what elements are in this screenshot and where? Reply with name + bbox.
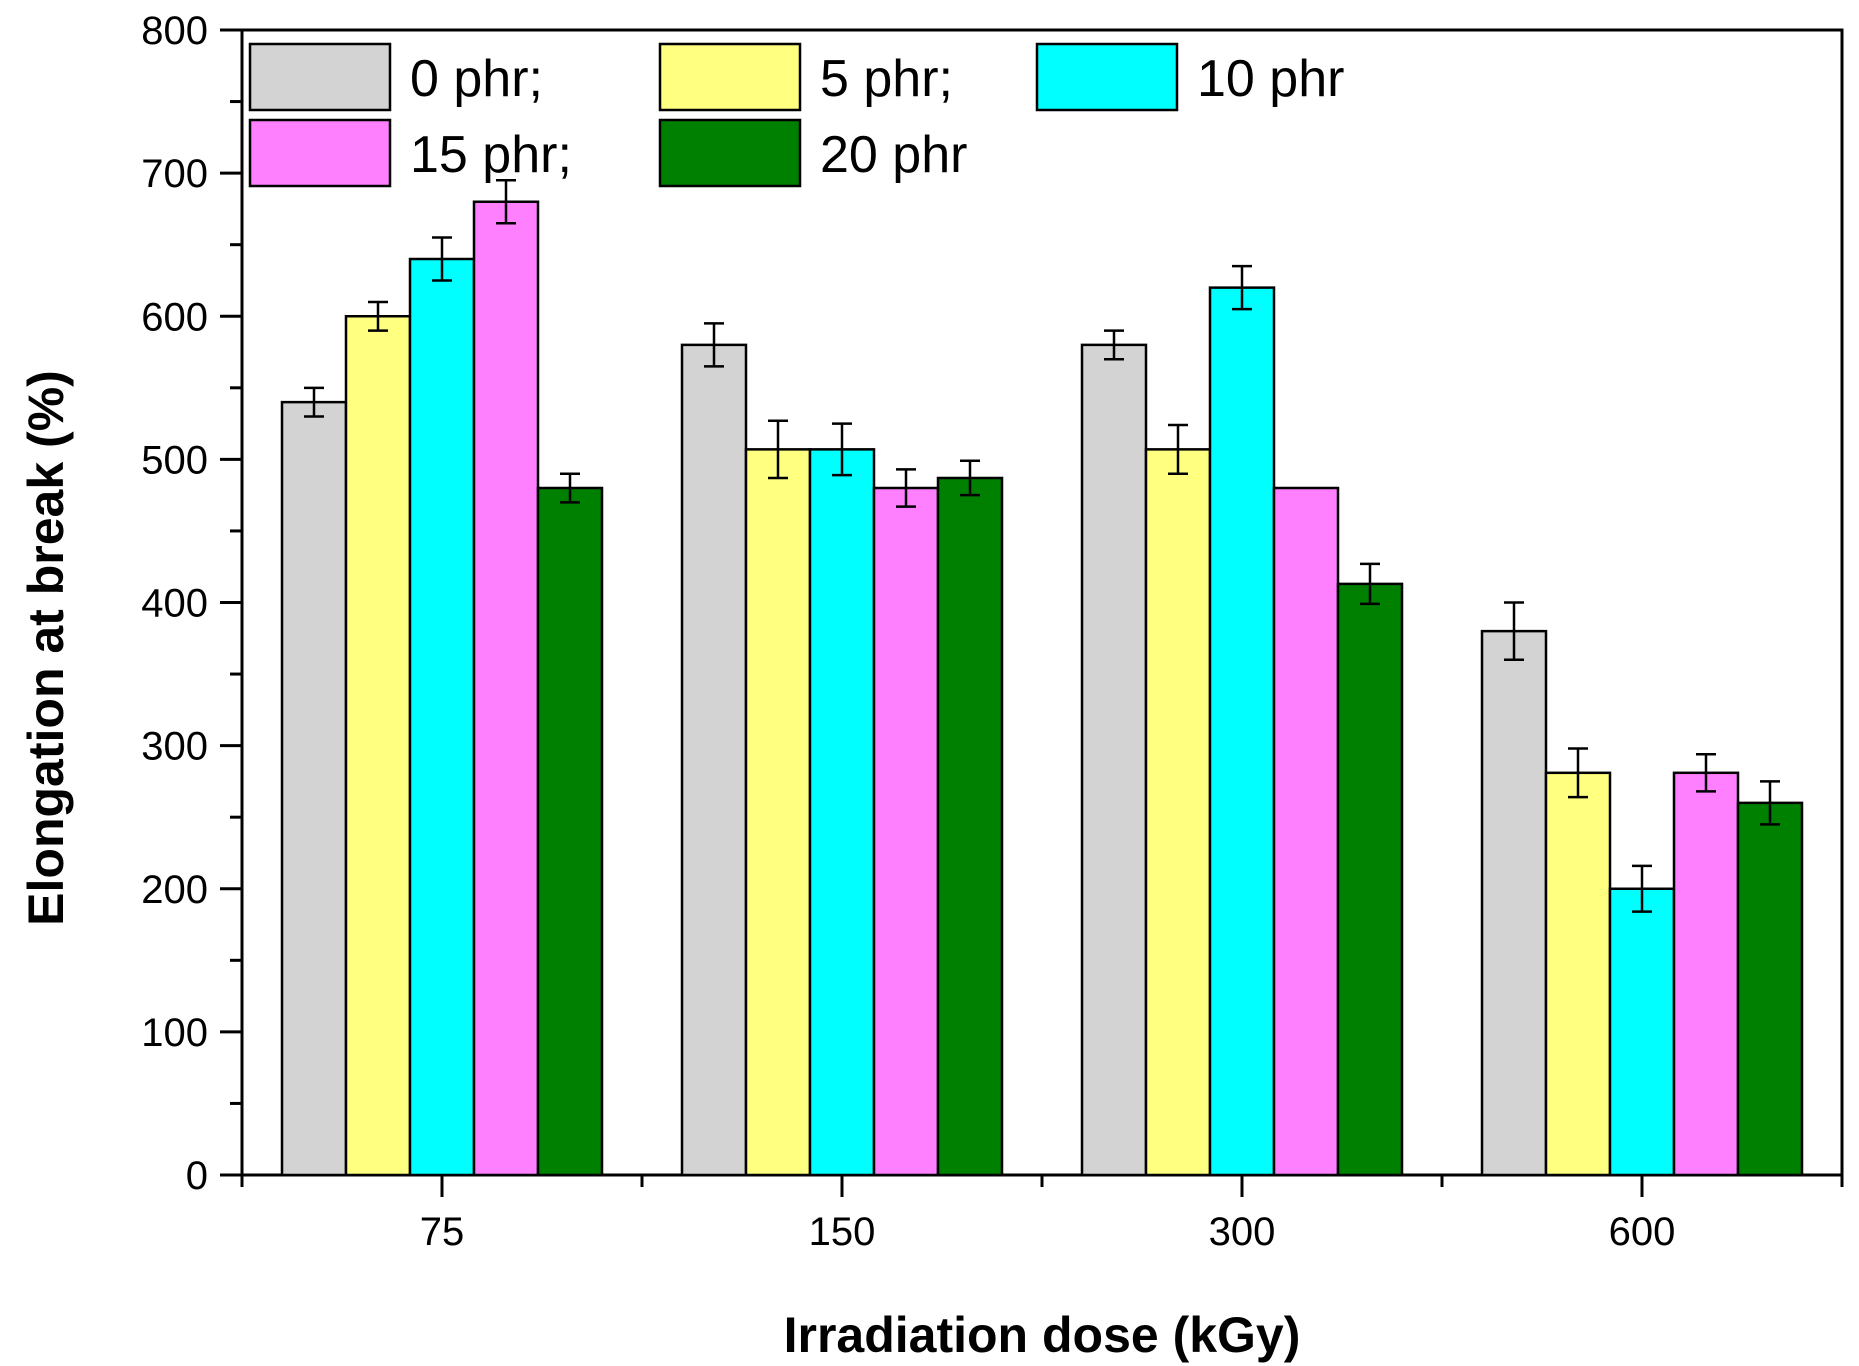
bar <box>280 400 348 1177</box>
x-tick-label: 600 <box>1609 1210 1676 1254</box>
y-tick-label: 400 <box>141 582 208 626</box>
y-axis-title: Elongation at break (%) <box>18 370 74 926</box>
bar <box>1480 629 1548 1177</box>
y-tick-label: 0 <box>186 1154 208 1198</box>
bar <box>1544 771 1612 1177</box>
y-tick-label: 700 <box>141 152 208 196</box>
legend-label: 20 phr <box>820 126 967 184</box>
x-axis-title: Irradiation dose (kGy) <box>784 1307 1301 1363</box>
bar <box>1672 771 1740 1177</box>
legend-label: 0 phr; <box>410 50 543 108</box>
bar <box>808 448 876 1177</box>
bar <box>1208 286 1276 1177</box>
x-tick-label: 150 <box>809 1210 876 1254</box>
y-tick-label: 100 <box>141 1011 208 1055</box>
bar <box>936 476 1004 1177</box>
legend-swatch <box>248 118 392 188</box>
bar <box>1144 448 1212 1177</box>
y-tick-label: 300 <box>141 725 208 769</box>
bar <box>744 448 812 1177</box>
bar <box>1336 582 1404 1177</box>
bar <box>1272 486 1340 1177</box>
bar <box>1608 887 1676 1177</box>
bar <box>680 343 748 1177</box>
x-tick-label: 300 <box>1209 1210 1276 1254</box>
y-tick-label: 600 <box>141 295 208 339</box>
bars-group <box>280 200 1804 1177</box>
legend-swatch <box>248 42 392 112</box>
legend-swatch <box>1035 42 1179 112</box>
legend-label: 15 phr; <box>410 126 572 184</box>
y-tick-label: 800 <box>141 9 208 53</box>
legend: 0 phr; 5 phr; 10 phr 15 phr; 20 phr <box>248 42 1344 188</box>
y-tick-label: 200 <box>141 868 208 912</box>
bar <box>1736 801 1804 1177</box>
x-axis: 75 150 300 600 <box>240 1175 1844 1254</box>
legend-swatch <box>658 118 802 188</box>
y-axis: 0 100 200 300 400 500 600 700 800 <box>141 9 242 1198</box>
y-tick-label: 500 <box>141 438 208 482</box>
x-tick-label: 75 <box>420 1210 465 1254</box>
legend-swatch <box>658 42 802 112</box>
bar <box>536 486 604 1177</box>
legend-label: 10 phr <box>1197 50 1344 108</box>
legend-label: 5 phr; <box>820 50 953 108</box>
bar <box>408 257 476 1177</box>
bar <box>872 486 940 1177</box>
bar <box>1080 343 1148 1177</box>
error-bars-group <box>304 179 1780 913</box>
bar <box>472 200 540 1177</box>
bar <box>344 315 412 1177</box>
